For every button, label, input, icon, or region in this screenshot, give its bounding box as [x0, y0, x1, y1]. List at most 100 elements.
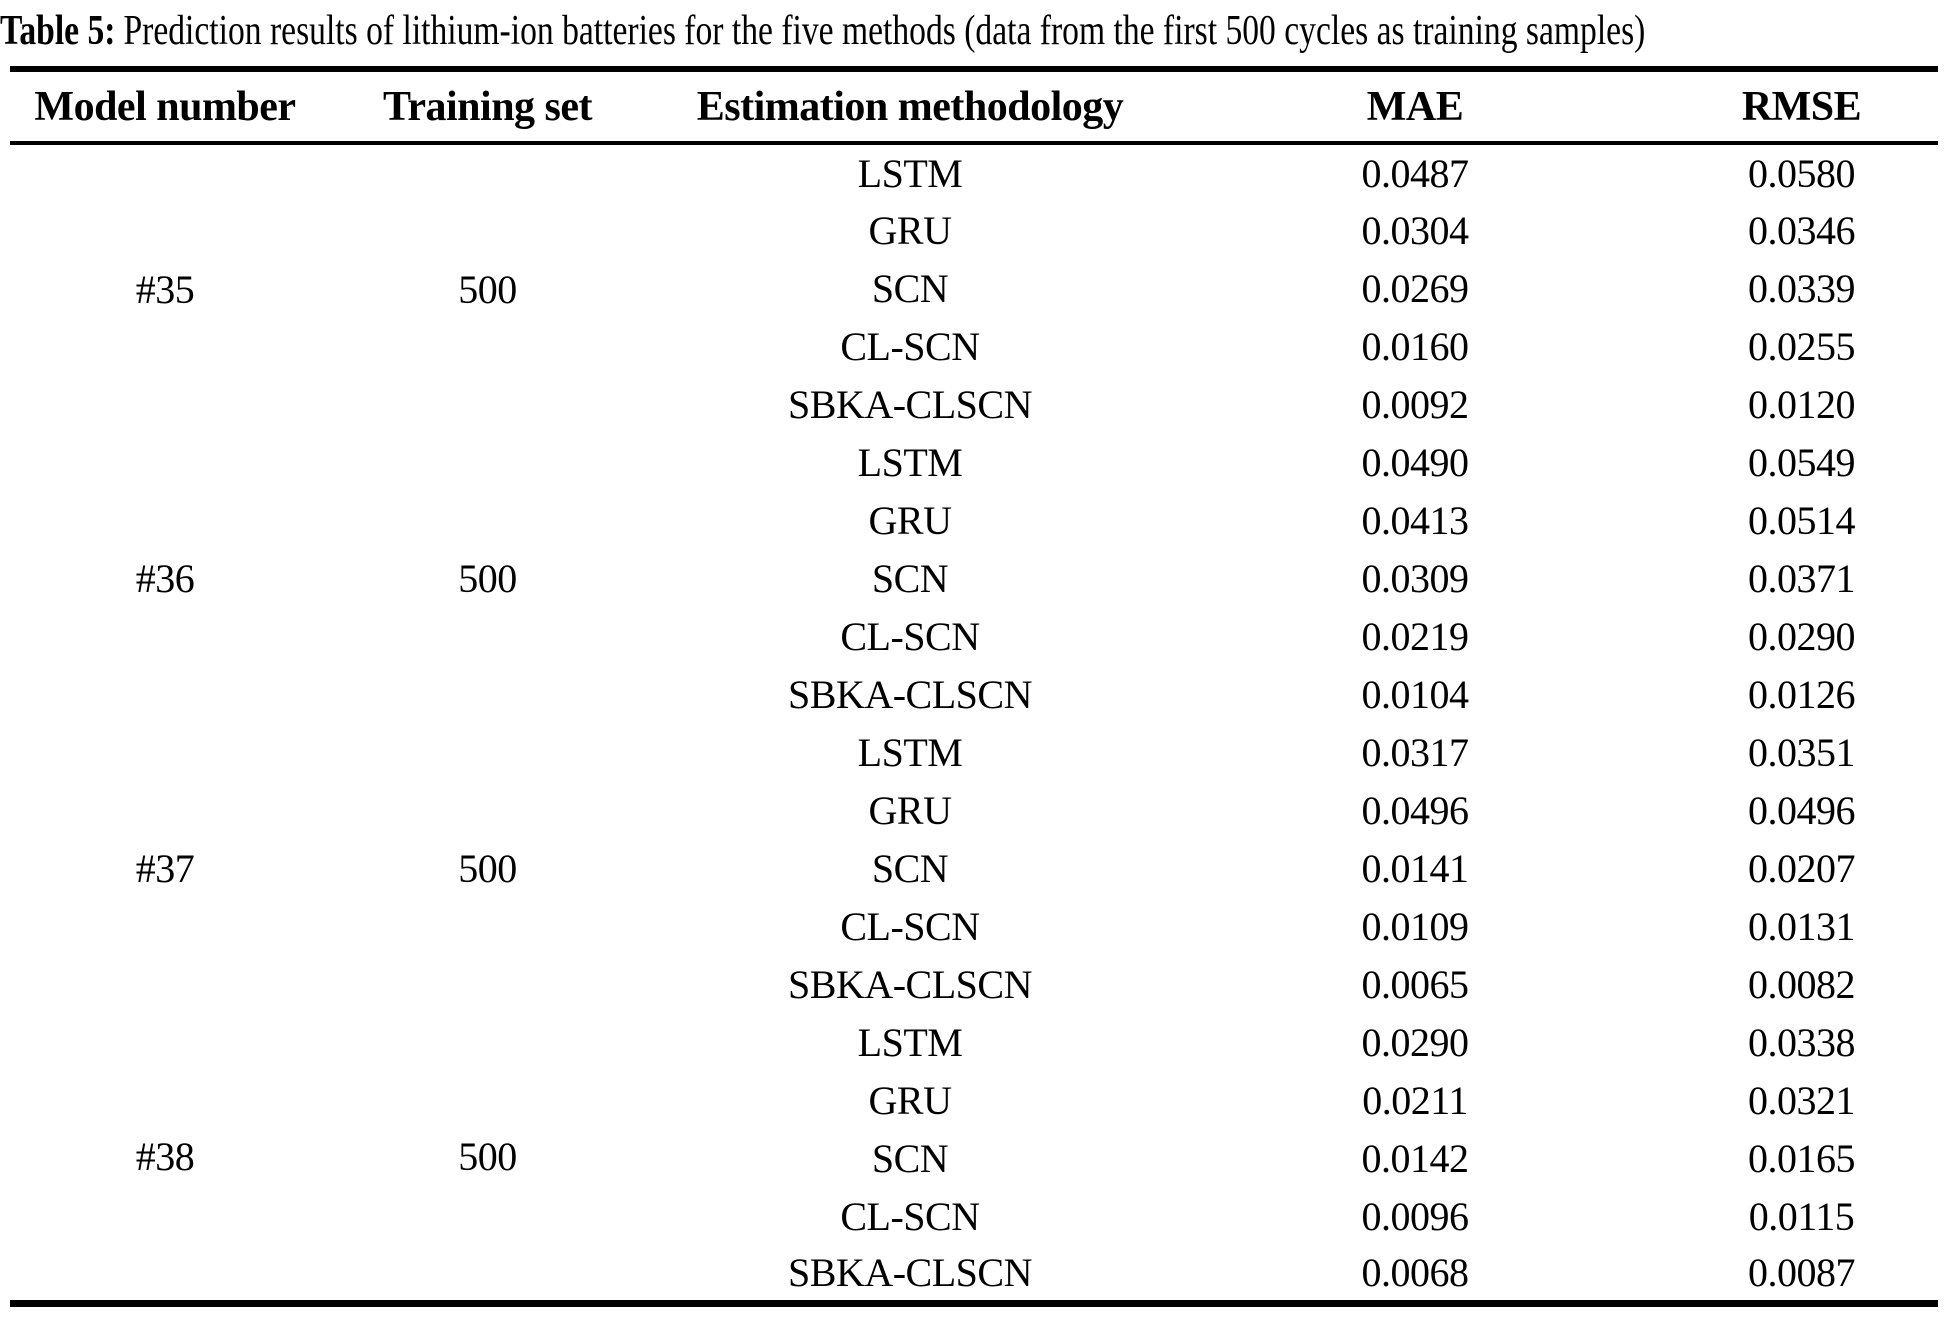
rmse-cell: 0.0207 [1748, 845, 1856, 891]
mae-cell: 0.0309 [1361, 555, 1470, 601]
rmse-cell: 0.0115 [1748, 1193, 1855, 1239]
mae-cell: 0.0290 [1361, 1019, 1470, 1065]
model-number-cell: #35 [135, 266, 195, 312]
col-header-rmse: RMSE [1665, 69, 1938, 145]
table-row: SBKA-CLSCN 0.0068 0.0087 [10, 1245, 1938, 1303]
table-row: GRU 0.0496 0.0496 [10, 781, 1938, 839]
mae-cell: 0.0160 [1361, 323, 1470, 369]
rmse-cell: 0.0131 [1748, 903, 1856, 949]
table-row: CL-SCN 0.0219 0.0290 [10, 607, 1938, 665]
table-row: #37 500 LSTM 0.0317 0.0351 [10, 723, 1938, 891]
mae-cell: 0.0092 [1361, 381, 1470, 427]
table-row: CL-SCN 0.0109 0.0131 [10, 897, 1938, 955]
col-header-mae: MAE [1165, 69, 1665, 145]
method-cell: LSTM [857, 439, 963, 485]
method-cell: SBKA-CLSCN [788, 1249, 1032, 1295]
mae-cell: 0.0487 [1361, 150, 1470, 196]
mae-cell: 0.0219 [1361, 613, 1470, 659]
method-cell: SBKA-CLSCN [788, 671, 1032, 717]
table-row: GRU 0.0304 0.0346 [10, 201, 1938, 259]
table-row: #35 500 LSTM 0.0487 0.0580 [10, 143, 1938, 312]
table-row: SBKA-CLSCN 0.0104 0.0126 [10, 665, 1938, 723]
rmse-cell: 0.0514 [1748, 497, 1856, 543]
col-header-estimation-methodology: Estimation methodology [655, 69, 1165, 145]
table-row: SCN 0.0142 0.0165 [10, 1129, 1938, 1187]
col-header-model-number: Model number [10, 69, 320, 145]
method-cell: SCN [871, 265, 949, 311]
table-row: SCN 0.0309 0.0371 [10, 549, 1938, 607]
table-row: CL-SCN 0.0160 0.0255 [10, 317, 1938, 375]
mae-cell: 0.0490 [1361, 439, 1470, 485]
rmse-cell: 0.0087 [1748, 1249, 1856, 1295]
mae-cell: 0.0068 [1361, 1249, 1470, 1295]
rmse-cell: 0.0346 [1748, 207, 1856, 253]
method-cell: SCN [871, 845, 949, 891]
results-table-body: #35 500 LSTM 0.0487 0.0580 GRU 0.0304 0.0346 SCN… [10, 143, 1938, 1303]
mae-cell: 0.0065 [1361, 961, 1470, 1007]
rmse-cell: 0.0549 [1748, 439, 1856, 485]
table-caption-label: Table 5: [0, 8, 116, 54]
rmse-cell: 0.0165 [1748, 1135, 1856, 1181]
mae-cell: 0.0413 [1361, 497, 1470, 543]
rmse-cell: 0.0255 [1748, 323, 1856, 369]
method-cell: CL-SCN [840, 903, 980, 949]
model-number-cell: #36 [135, 555, 195, 601]
results-table: Model number Training set Estimation met… [10, 66, 1938, 1307]
mae-cell: 0.0211 [1362, 1077, 1468, 1123]
table-caption: Table 5: Prediction results of lithium-io… [0, 6, 1645, 56]
mae-cell: 0.0317 [1361, 729, 1470, 775]
table-row: GRU 0.0211 0.0321 [10, 1071, 1938, 1129]
rmse-cell: 0.0339 [1748, 265, 1856, 311]
method-cell: SCN [871, 1135, 949, 1181]
method-cell: CL-SCN [840, 1193, 980, 1239]
rmse-cell: 0.0321 [1748, 1077, 1856, 1123]
table-row: CL-SCN 0.0096 0.0115 [10, 1187, 1938, 1245]
method-cell: LSTM [857, 729, 963, 775]
table-row: SCN 0.0269 0.0339 [10, 259, 1938, 317]
mae-cell: 0.0141 [1361, 845, 1470, 891]
results-table-header: Model number Training set Estimation met… [10, 69, 1938, 145]
mae-cell: 0.0496 [1361, 787, 1470, 833]
rmse-cell: 0.0371 [1748, 555, 1856, 601]
method-cell: LSTM [857, 150, 963, 196]
training-set-cell: 500 [458, 266, 517, 312]
model-number-cell: #38 [135, 1133, 195, 1179]
rmse-cell: 0.0580 [1748, 150, 1856, 196]
table-row: GRU 0.0413 0.0514 [10, 491, 1938, 549]
method-cell: GRU [868, 497, 952, 543]
rmse-cell: 0.0351 [1748, 729, 1856, 775]
table-caption-text: Prediction results of lithium-ion batter… [123, 8, 1646, 54]
method-cell: LSTM [857, 1019, 963, 1065]
method-cell: CL-SCN [840, 613, 980, 659]
training-set-cell: 500 [458, 555, 517, 601]
mae-cell: 0.0142 [1361, 1135, 1470, 1181]
mae-cell: 0.0269 [1361, 265, 1470, 311]
rmse-cell: 0.0082 [1748, 961, 1856, 1007]
table-row: SBKA-CLSCN 0.0065 0.0082 [10, 955, 1938, 1013]
method-cell: SCN [871, 555, 949, 601]
method-cell: SBKA-CLSCN [788, 381, 1032, 427]
training-set-cell: 500 [458, 1133, 517, 1179]
model-number-cell: #37 [135, 845, 195, 891]
method-cell: CL-SCN [840, 323, 980, 369]
header-row: Model number Training set Estimation met… [10, 69, 1938, 145]
mae-cell: 0.0096 [1361, 1193, 1470, 1239]
mae-cell: 0.0304 [1361, 207, 1470, 253]
method-cell: GRU [868, 1077, 952, 1123]
table-row: SBKA-CLSCN 0.0092 0.0120 [10, 375, 1938, 433]
method-cell: SBKA-CLSCN [788, 961, 1032, 1007]
rmse-cell: 0.0338 [1748, 1019, 1856, 1065]
table-row: #36 500 LSTM 0.0490 0.0549 [10, 433, 1938, 601]
table-row: SCN 0.0141 0.0207 [10, 839, 1938, 897]
mae-cell: 0.0109 [1361, 903, 1470, 949]
table-row: #38 500 LSTM 0.0290 0.0338 [10, 1013, 1938, 1179]
method-cell: GRU [868, 787, 952, 833]
mae-cell: 0.0104 [1361, 671, 1470, 717]
rmse-cell: 0.0496 [1748, 787, 1856, 833]
method-cell: GRU [868, 207, 952, 253]
col-header-training-set: Training set [320, 69, 655, 145]
rmse-cell: 0.0126 [1748, 671, 1856, 717]
rmse-cell: 0.0120 [1748, 381, 1856, 427]
training-set-cell: 500 [458, 845, 517, 891]
